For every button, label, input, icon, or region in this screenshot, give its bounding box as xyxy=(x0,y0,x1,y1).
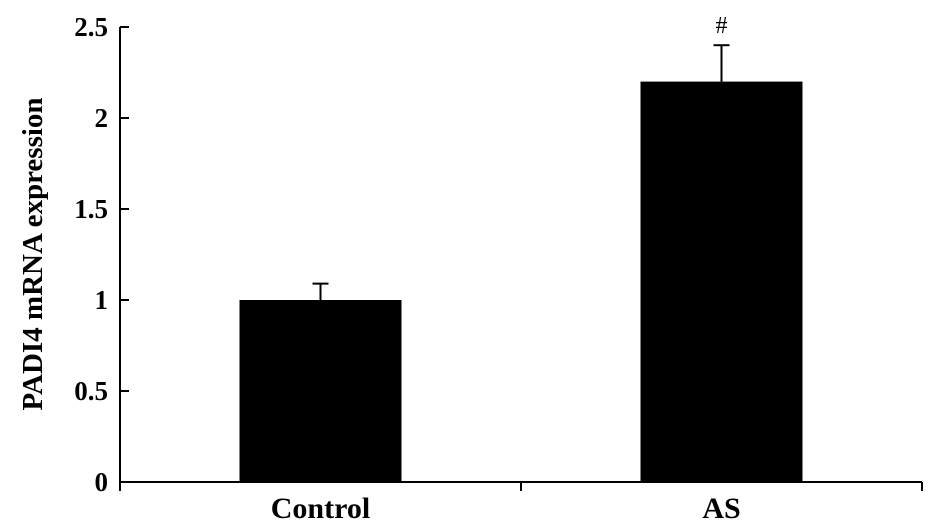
bar-control xyxy=(239,300,402,482)
bar-as xyxy=(640,81,803,482)
plot-area: 0 0.5 1 1.5 2 2.5 Control AS # xyxy=(74,12,923,525)
y-tick-label: 2.5 xyxy=(74,12,108,42)
significance-marker: # xyxy=(716,13,728,39)
y-tick-label: 1 xyxy=(95,285,109,315)
y-tick-label: 0.5 xyxy=(74,376,108,406)
x-category-label: Control xyxy=(271,492,370,525)
y-tick-label: 2 xyxy=(95,103,109,133)
y-tick-label: 0 xyxy=(95,467,109,497)
y-axis-title: PADI4 mRNA expression xyxy=(17,97,49,410)
y-tick-label: 1.5 xyxy=(74,194,108,224)
x-category-label: AS xyxy=(702,492,740,525)
